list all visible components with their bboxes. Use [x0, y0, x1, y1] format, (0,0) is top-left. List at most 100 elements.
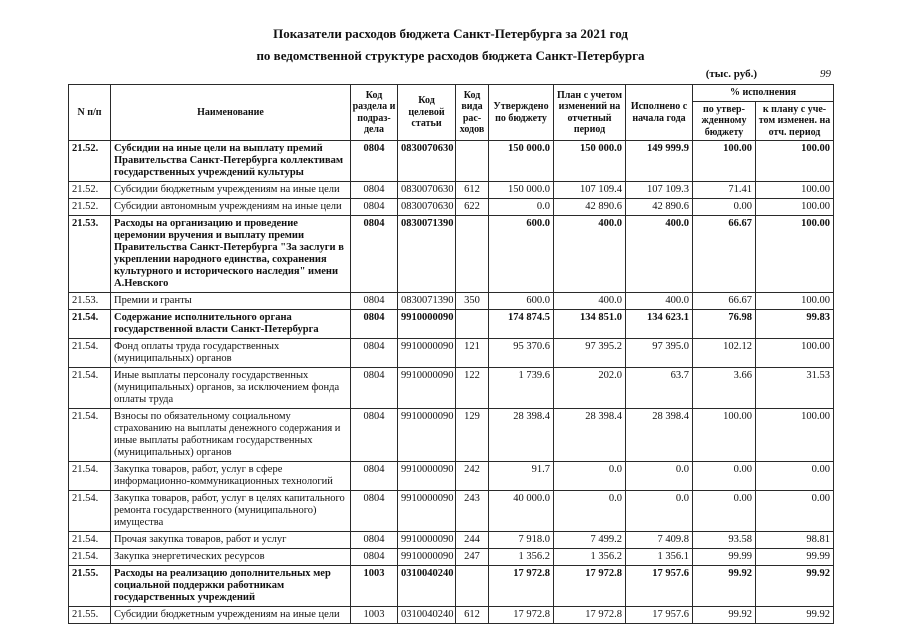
executed-cell: 17 957.6: [625, 606, 693, 624]
approved-budget-cell: 1 356.2: [488, 548, 554, 566]
target-article-code-cell: 9910000090: [397, 309, 456, 339]
plan-with-changes-cell: 17 972.8: [553, 606, 626, 624]
executed-cell: 0.0: [625, 461, 693, 491]
razdel-code-cell: 0804: [350, 338, 398, 368]
col-header-pct-approved: по утвер- жденному бюджету: [692, 100, 756, 141]
row-number-cell: 21.53.: [68, 292, 111, 310]
meta-row: (тыс. руб.) 99: [68, 68, 833, 84]
table-row: 21.54. Иные выплаты персоналу государстве…: [68, 367, 835, 409]
pct-approved-cell: 0.00: [692, 198, 756, 216]
approved-budget-cell: 28 398.4: [488, 408, 554, 462]
pct-plan-cell: 100.00: [754, 408, 835, 462]
name-cell: Расходы на реализацию дополнительных мер…: [110, 565, 351, 607]
name-cell: Субсидии автономным учреждениям на иные …: [110, 198, 351, 216]
name-cell: Иные выплаты персоналу государственных (…: [110, 367, 351, 409]
target-article-code-cell: 9910000090: [397, 461, 456, 491]
col-header-num: N п/п: [68, 84, 111, 141]
executed-cell: 107 109.3: [625, 181, 693, 199]
pct-approved-cell: 3.66: [692, 367, 756, 409]
plan-with-changes-cell: 97 395.2: [553, 338, 626, 368]
executed-cell: 17 957.6: [625, 565, 693, 607]
name-cell: Закупка товаров, работ, услуг в целях ка…: [110, 490, 351, 532]
approved-budget-cell: 91.7: [488, 461, 554, 491]
plan-with-changes-cell: 42 890.6: [553, 198, 626, 216]
row-number-cell: 21.54.: [68, 548, 111, 566]
pct-approved-cell: 0.00: [692, 461, 756, 491]
pct-plan-cell: 99.92: [754, 565, 835, 607]
approved-budget-cell: 17 972.8: [488, 565, 554, 607]
table-row: 21.54. Закупка энергетических ресурсов 080…: [68, 548, 835, 566]
target-article-code-cell: 0310040240: [397, 606, 456, 624]
name-cell: Субсидии на иные цели на выплату премий …: [110, 140, 351, 182]
name-cell: Расходы на организацию и проведение цере…: [110, 215, 351, 293]
table-row: 21.54. Содержание исполнительного органа …: [68, 309, 835, 339]
approved-budget-cell: 7 918.0: [488, 531, 554, 549]
expense-type-code-cell: 622: [455, 198, 489, 216]
name-cell: Фонд оплаты труда государственных (муниц…: [110, 338, 351, 368]
col-header-plan-with-changes: План с учетом изменений на отчетный пери…: [553, 84, 626, 141]
plan-with-changes-cell: 0.0: [553, 490, 626, 532]
col-header-name: Наименование: [110, 84, 351, 141]
row-number-cell: 21.54.: [68, 531, 111, 549]
plan-with-changes-cell: 202.0: [553, 367, 626, 409]
razdel-code-cell: 0804: [350, 367, 398, 409]
table-row: 21.54. Фонд оплаты труда государственных …: [68, 338, 835, 368]
table-row: 21.54. Взносы по обязательному социальном…: [68, 408, 835, 462]
approved-budget-cell: 600.0: [488, 215, 554, 293]
executed-cell: 28 398.4: [625, 408, 693, 462]
pct-plan-cell: 100.00: [754, 292, 835, 310]
pct-approved-cell: 99.92: [692, 606, 756, 624]
table-row: 21.54. Закупка товаров, работ, услуг в це…: [68, 490, 835, 532]
row-number-cell: 21.55.: [68, 565, 111, 607]
target-article-code-cell: 9910000090: [397, 408, 456, 462]
pct-plan-cell: 31.53: [754, 367, 835, 409]
row-number-cell: 21.52.: [68, 198, 111, 216]
pct-approved-cell: 66.67: [692, 292, 756, 310]
plan-with-changes-cell: 107 109.4: [553, 181, 626, 199]
col-header-approved-budget: Утверждено по бюджету: [488, 84, 554, 141]
units-label: (тыс. руб.): [705, 68, 757, 80]
approved-budget-cell: 150 000.0: [488, 140, 554, 182]
razdel-code-cell: 0804: [350, 181, 398, 199]
row-number-cell: 21.54.: [68, 309, 111, 339]
target-article-code-cell: 0830070630: [397, 140, 456, 182]
target-article-code-cell: 9910000090: [397, 367, 456, 409]
col-header-pct-plan: к плану с уче- том изменен. на отч. пери…: [754, 100, 835, 141]
pct-approved-cell: 102.12: [692, 338, 756, 368]
expense-type-code-cell: 129: [455, 408, 489, 462]
table-row: 21.53. Премии и гранты 0804 0830071390 350 60…: [68, 292, 835, 310]
name-cell: Субсидии бюджетным учреждениям на иные ц…: [110, 181, 351, 199]
target-article-code-cell: 0830071390: [397, 292, 456, 310]
executed-cell: 400.0: [625, 292, 693, 310]
executed-cell: 134 623.1: [625, 309, 693, 339]
expense-type-code-cell: 121: [455, 338, 489, 368]
executed-cell: 400.0: [625, 215, 693, 293]
pct-approved-cell: 99.92: [692, 565, 756, 607]
pct-approved-cell: 76.98: [692, 309, 756, 339]
col-header-razdel-code: Код раздела и подраз- дела: [350, 84, 398, 141]
pct-plan-cell: 0.00: [754, 490, 835, 532]
razdel-code-cell: 0804: [350, 198, 398, 216]
document-title-line1: Показатели расходов бюджета Санкт-Петерб…: [273, 26, 628, 41]
razdel-code-cell: 0804: [350, 309, 398, 339]
pct-approved-cell: 100.00: [692, 408, 756, 462]
approved-budget-cell: 150 000.0: [488, 181, 554, 199]
expense-type-code-cell: [455, 215, 489, 293]
razdel-code-cell: 1003: [350, 565, 398, 607]
pct-plan-cell: 99.92: [754, 606, 835, 624]
target-article-code-cell: 9910000090: [397, 338, 456, 368]
col-header-target-article-code: Код целевой статьи: [397, 84, 456, 141]
row-number-cell: 21.52.: [68, 140, 111, 182]
expense-type-code-cell: 350: [455, 292, 489, 310]
row-number-cell: 21.52.: [68, 181, 111, 199]
target-article-code-cell: 0310040240: [397, 565, 456, 607]
executed-cell: 0.0: [625, 490, 693, 532]
pct-plan-cell: 100.00: [754, 181, 835, 199]
razdel-code-cell: 0804: [350, 531, 398, 549]
razdel-code-cell: 0804: [350, 461, 398, 491]
executed-cell: 1 356.1: [625, 548, 693, 566]
pct-plan-cell: 99.99: [754, 548, 835, 566]
table-row: 21.55. Субсидии бюджетным учреждениям на …: [68, 606, 835, 624]
name-cell: Закупка энергетических ресурсов: [110, 548, 351, 566]
